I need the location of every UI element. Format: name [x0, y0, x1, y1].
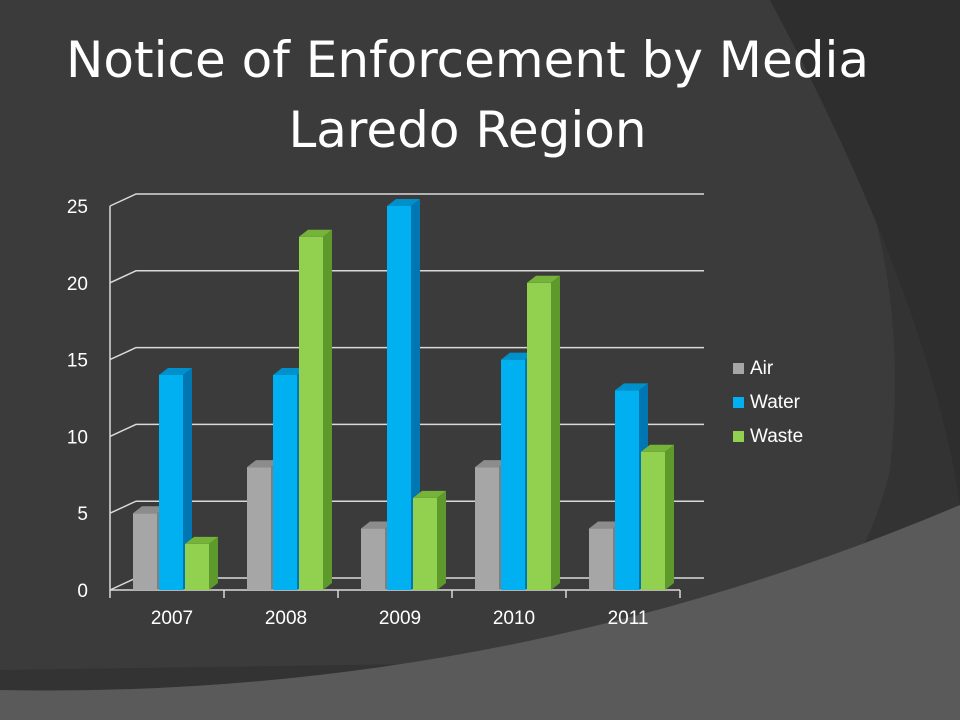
x-tick-label: 2011	[608, 608, 649, 629]
bar-front	[273, 374, 297, 590]
x-tick-labels: 2007 2008 2009 2010 2011	[109, 590, 681, 629]
y-tick-label: 10	[67, 427, 88, 448]
bar-front	[501, 359, 525, 590]
bar-top	[299, 229, 332, 237]
y-tick-label: 25	[67, 197, 88, 218]
y-tick-label: 5	[77, 504, 88, 525]
bar-top	[615, 383, 648, 391]
bar-top	[527, 275, 560, 283]
bar-side	[665, 444, 674, 590]
legend-label: Water	[750, 392, 801, 413]
bar-front	[527, 282, 551, 590]
bar-waste	[413, 490, 446, 590]
y-tick-label: 15	[67, 351, 88, 372]
bars	[133, 199, 674, 590]
bar-top	[641, 444, 674, 452]
bar-waste	[527, 275, 560, 590]
bar-front	[641, 451, 665, 590]
bar-front	[133, 513, 157, 590]
x-tick-label: 2007	[151, 608, 193, 629]
bar-side	[183, 367, 192, 590]
bar-front	[413, 497, 437, 590]
bar-front	[185, 543, 209, 590]
bar-top	[501, 352, 534, 360]
bar-front	[615, 390, 639, 590]
bar-water	[387, 199, 420, 590]
gridline	[109, 346, 704, 361]
gridline	[109, 193, 704, 207]
legend-label: Waste	[750, 426, 803, 447]
bar-top	[247, 460, 280, 468]
gridline	[109, 270, 704, 284]
background-swoosh	[0, 505, 960, 720]
bar-waste	[185, 536, 218, 590]
bar-side	[209, 536, 218, 590]
bar-waste	[299, 229, 332, 590]
bar-top	[133, 506, 166, 514]
x-tick-label: 2009	[379, 608, 421, 629]
bar-front	[159, 374, 183, 590]
bar-side	[437, 490, 446, 590]
slide-title-line-2: Laredo Region	[288, 101, 647, 159]
legend-swatch	[733, 397, 744, 408]
bar-top	[273, 367, 306, 375]
bar-top	[185, 536, 218, 544]
bar-side	[551, 275, 560, 590]
legend: Air Water Waste	[733, 358, 803, 447]
bar-waste	[641, 444, 674, 590]
slide-title-line-1: Notice of Enforcement by Media	[66, 31, 869, 89]
bar-side	[323, 229, 332, 590]
bar-front	[299, 236, 323, 590]
background-corner	[770, 0, 960, 505]
bar-top	[361, 521, 394, 529]
y-tick-label: 20	[67, 274, 88, 295]
bar-front	[475, 467, 499, 590]
y-tick-label: 0	[77, 581, 88, 602]
x-tick-label: 2008	[265, 608, 307, 629]
bar-top	[387, 199, 420, 206]
y-tick-labels: 0 5 10 15 20 25	[67, 197, 88, 602]
bar-top	[589, 521, 622, 529]
bar-top	[475, 460, 508, 468]
legend-swatch	[733, 431, 744, 442]
bar-front	[361, 528, 385, 590]
bar-side	[411, 199, 420, 590]
legend-swatch	[733, 363, 744, 374]
x-tick-label: 2010	[493, 608, 535, 629]
bar-top	[159, 367, 192, 375]
bar-front	[589, 528, 613, 590]
bar-top	[413, 490, 446, 498]
legend-label: Air	[750, 358, 774, 379]
bar-front	[387, 206, 411, 590]
bar-water	[159, 367, 192, 590]
bar-front	[247, 467, 271, 590]
